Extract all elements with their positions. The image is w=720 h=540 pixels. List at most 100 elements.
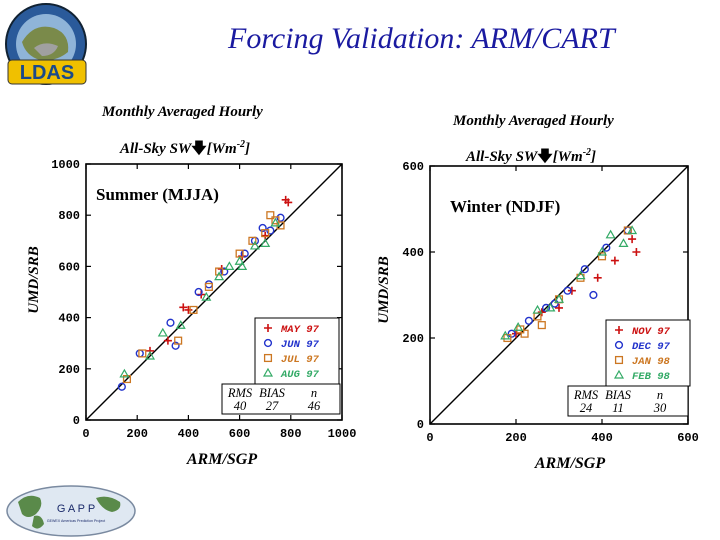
x-tick-label: 800	[280, 427, 302, 441]
ldas-logo-text: LDAS	[20, 62, 74, 84]
data-point	[144, 350, 156, 360]
data-point	[249, 240, 260, 250]
data-point	[276, 213, 285, 222]
data-point	[135, 349, 144, 358]
right-heading-line2: All-Sky SW🡇[Wm-2]	[466, 146, 596, 171]
series-aug-97	[119, 217, 281, 378]
x-tick-label: 400	[178, 427, 200, 441]
data-point	[628, 235, 637, 244]
chart-title: Winter (NDJF)	[450, 197, 560, 216]
x-tick-label: 200	[126, 427, 148, 441]
data-point	[237, 261, 248, 270]
stats-header: n	[311, 386, 317, 400]
data-point	[632, 248, 641, 256]
data-point	[266, 226, 275, 235]
stats-box	[567, 385, 689, 417]
data-point	[258, 223, 267, 233]
data-point	[184, 305, 193, 314]
x-tick-label: 1000	[328, 427, 357, 441]
legend-marker	[264, 324, 272, 332]
y-tick-label: 400	[402, 246, 424, 260]
legend-marker	[614, 355, 624, 365]
gapp-logo-subtext: GEWEX Americas Prediction Project	[47, 519, 105, 523]
legend-marker	[263, 338, 273, 348]
data-point	[204, 280, 213, 289]
data-point	[537, 321, 546, 330]
stats-value: 24	[580, 401, 593, 415]
legend-label: DEC 97	[632, 341, 671, 353]
stats-value: 27	[266, 399, 279, 413]
series-may-97	[146, 195, 293, 355]
data-point	[214, 271, 225, 281]
data-point	[550, 299, 559, 308]
legend-box	[254, 317, 340, 385]
data-point	[204, 282, 213, 291]
data-point	[589, 290, 598, 300]
data-point	[575, 270, 586, 280]
chart-summer: 0 200 400 600 800 1000 0 200 400 600 800 1000 Summer…	[26, 158, 356, 468]
stats-header: BIAS	[605, 388, 631, 402]
data-point	[507, 329, 516, 338]
data-point	[545, 302, 556, 312]
stats-header: n	[657, 388, 663, 402]
stats-value: 30	[653, 401, 667, 415]
data-point	[532, 304, 543, 314]
y-tick-label: 0	[73, 414, 80, 428]
y-axis-label: UMD/SRB	[26, 246, 42, 314]
data-point	[270, 217, 281, 227]
y-tick-label: 200	[402, 332, 424, 346]
data-point	[240, 249, 249, 258]
legend-label: NOV 97	[632, 326, 671, 338]
plot-frame	[85, 163, 343, 421]
legend-label: FEB 98	[632, 371, 671, 383]
data-point	[605, 229, 616, 239]
data-point	[580, 265, 589, 274]
data-point	[179, 303, 188, 312]
legend-label: JUL 97	[281, 354, 320, 366]
data-point	[537, 308, 546, 317]
data-point	[284, 198, 293, 207]
y-tick-label: 600	[402, 160, 424, 174]
plot-frame	[429, 165, 689, 425]
data-point	[234, 256, 245, 265]
data-point	[512, 329, 520, 338]
stats-value: 46	[308, 399, 321, 413]
y-tick-label: 200	[58, 363, 80, 377]
data-point	[271, 216, 280, 225]
page-title: Forcing Validation: ARM/CART	[228, 22, 615, 55]
data-point	[261, 229, 270, 238]
left-heading-line1: Monthly Averaged Hourly	[102, 104, 263, 120]
series-jul-97	[122, 211, 285, 384]
data-point	[163, 336, 172, 345]
right-heading-line1: Monthly Averaged Hourly	[453, 113, 614, 129]
data-point	[117, 382, 126, 391]
legend-marker	[613, 369, 625, 379]
data-point	[138, 349, 147, 358]
chart-winter: 0 200 400 600 0 200 400 600 Winter (NDJF) ARM/SGP…	[376, 160, 699, 472]
data-point	[563, 286, 572, 295]
x-tick-label: 0	[426, 431, 433, 445]
data-point	[618, 238, 629, 247]
y-tick-label: 600	[58, 260, 80, 274]
x-tick-label: 0	[82, 427, 89, 441]
stats-value: 40	[234, 399, 247, 413]
data-point	[201, 291, 212, 301]
data-point	[215, 267, 224, 276]
x-tick-label: 600	[229, 427, 251, 441]
data-point	[122, 374, 132, 384]
gapp-logo: G A P P GEWEX Americas Prediction Projec…	[6, 485, 136, 537]
data-point	[171, 341, 180, 350]
legend-label: MAY 97	[280, 324, 320, 336]
data-point	[166, 318, 175, 327]
data-point	[189, 305, 198, 314]
data-point	[553, 294, 565, 303]
data-point	[224, 261, 235, 270]
x-tick-label: 600	[677, 431, 699, 445]
stats-header: RMS	[227, 386, 253, 400]
y-tick-label: 1000	[51, 158, 80, 172]
data-point	[500, 330, 511, 340]
data-point	[266, 211, 275, 220]
down-arrow-icon: 🡇	[191, 141, 207, 157]
ldas-logo: LDAS	[5, 3, 87, 85]
